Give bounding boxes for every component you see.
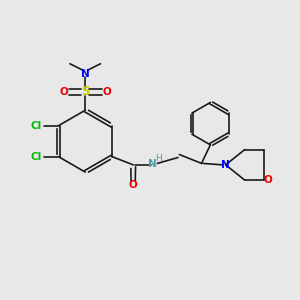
Text: Cl: Cl (31, 152, 42, 162)
Text: Cl: Cl (31, 121, 42, 131)
Text: S: S (81, 85, 89, 98)
Text: O: O (263, 175, 272, 185)
Text: O: O (59, 87, 68, 97)
Text: H: H (155, 154, 162, 164)
Text: N: N (81, 69, 90, 79)
Text: N: N (148, 159, 156, 169)
Text: N: N (221, 160, 230, 170)
Text: O: O (129, 181, 138, 190)
Text: O: O (103, 87, 111, 97)
